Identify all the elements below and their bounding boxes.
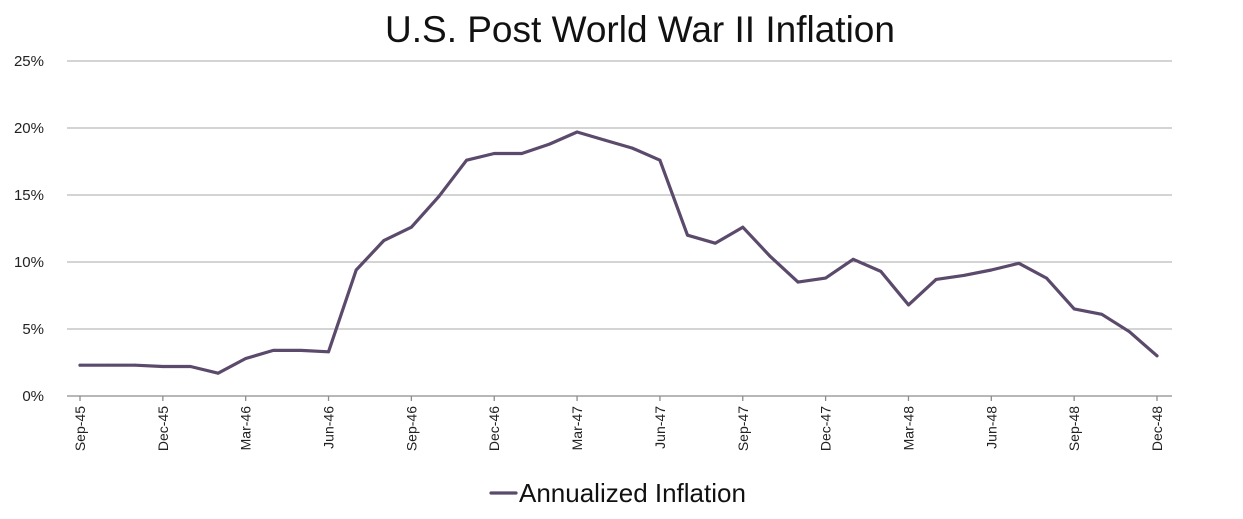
x-tick-label: Dec-48 xyxy=(1149,406,1165,451)
data-point xyxy=(409,225,413,229)
data-point xyxy=(1017,261,1021,265)
data-point xyxy=(216,371,220,375)
data-point xyxy=(796,280,800,284)
series-layer xyxy=(78,130,1159,375)
data-point xyxy=(548,142,551,146)
x-tick-label: Jun-46 xyxy=(321,406,337,449)
y-tick-label: 15% xyxy=(14,187,44,204)
x-tick-label: Sep-47 xyxy=(735,406,751,451)
data-point xyxy=(741,225,745,229)
x-tick-label: Dec-46 xyxy=(486,406,502,451)
data-point xyxy=(382,239,386,242)
data-point xyxy=(851,257,855,261)
x-tick-label: Sep-46 xyxy=(403,406,419,451)
x-tick-label: Dec-45 xyxy=(155,406,171,451)
data-point xyxy=(327,350,330,354)
data-point xyxy=(161,365,165,368)
x-tick-label: Jun-47 xyxy=(652,406,668,449)
data-point xyxy=(465,158,469,162)
data-point xyxy=(934,278,938,281)
data-point xyxy=(630,146,634,150)
data-point xyxy=(354,268,358,272)
legend-label: Annualized Inflation xyxy=(519,478,746,508)
data-point xyxy=(189,365,192,368)
data-point xyxy=(879,269,883,273)
data-point xyxy=(713,241,717,245)
data-point xyxy=(78,363,82,367)
y-tick-label: 0% xyxy=(22,388,44,405)
y-axis-ticks: 0% 5% 10% 15% 20% 25% xyxy=(14,53,44,405)
data-point xyxy=(768,255,772,259)
data-point xyxy=(962,274,966,277)
series-line-annualized-inflation xyxy=(78,130,1159,375)
data-point xyxy=(1155,354,1159,358)
data-point xyxy=(907,303,910,307)
data-point xyxy=(520,152,524,155)
y-tick-label: 5% xyxy=(22,321,44,338)
data-point xyxy=(1127,330,1131,334)
x-tick-label: Sep-45 xyxy=(72,406,88,451)
y-tick-label: 20% xyxy=(14,120,44,137)
data-point xyxy=(244,357,248,360)
data-point xyxy=(658,158,662,162)
data-point xyxy=(824,276,828,280)
data-point xyxy=(575,130,579,134)
legend: Annualized Inflation xyxy=(489,478,746,508)
data-point xyxy=(492,152,496,155)
x-tick-label: Dec-47 xyxy=(818,406,834,451)
chart-title: U.S. Post World War II Inflation xyxy=(385,9,895,50)
data-point xyxy=(1072,307,1076,311)
data-point xyxy=(299,349,303,352)
x-axis-ticks: Sep-45 Dec-45 Mar-46 Jun-46 Sep-46 Dec-46 Mar-… xyxy=(72,396,1165,451)
data-point xyxy=(603,138,607,142)
x-tick-label: Jun-48 xyxy=(983,406,999,449)
x-tick-label: Mar-48 xyxy=(900,406,916,451)
x-tick-label: Sep-48 xyxy=(1066,406,1082,451)
gridlines xyxy=(67,60,1172,330)
data-point xyxy=(1100,312,1104,316)
y-tick-label: 10% xyxy=(14,254,44,271)
data-point xyxy=(133,363,137,367)
x-tick-label: Mar-47 xyxy=(569,406,585,451)
y-tick-label: 25% xyxy=(14,53,44,70)
x-tick-label: Mar-46 xyxy=(238,406,254,451)
data-point xyxy=(106,363,110,367)
data-point xyxy=(271,349,275,352)
data-point xyxy=(437,194,441,198)
data-point xyxy=(989,268,993,272)
data-point xyxy=(1045,276,1048,280)
data-point xyxy=(686,233,689,237)
